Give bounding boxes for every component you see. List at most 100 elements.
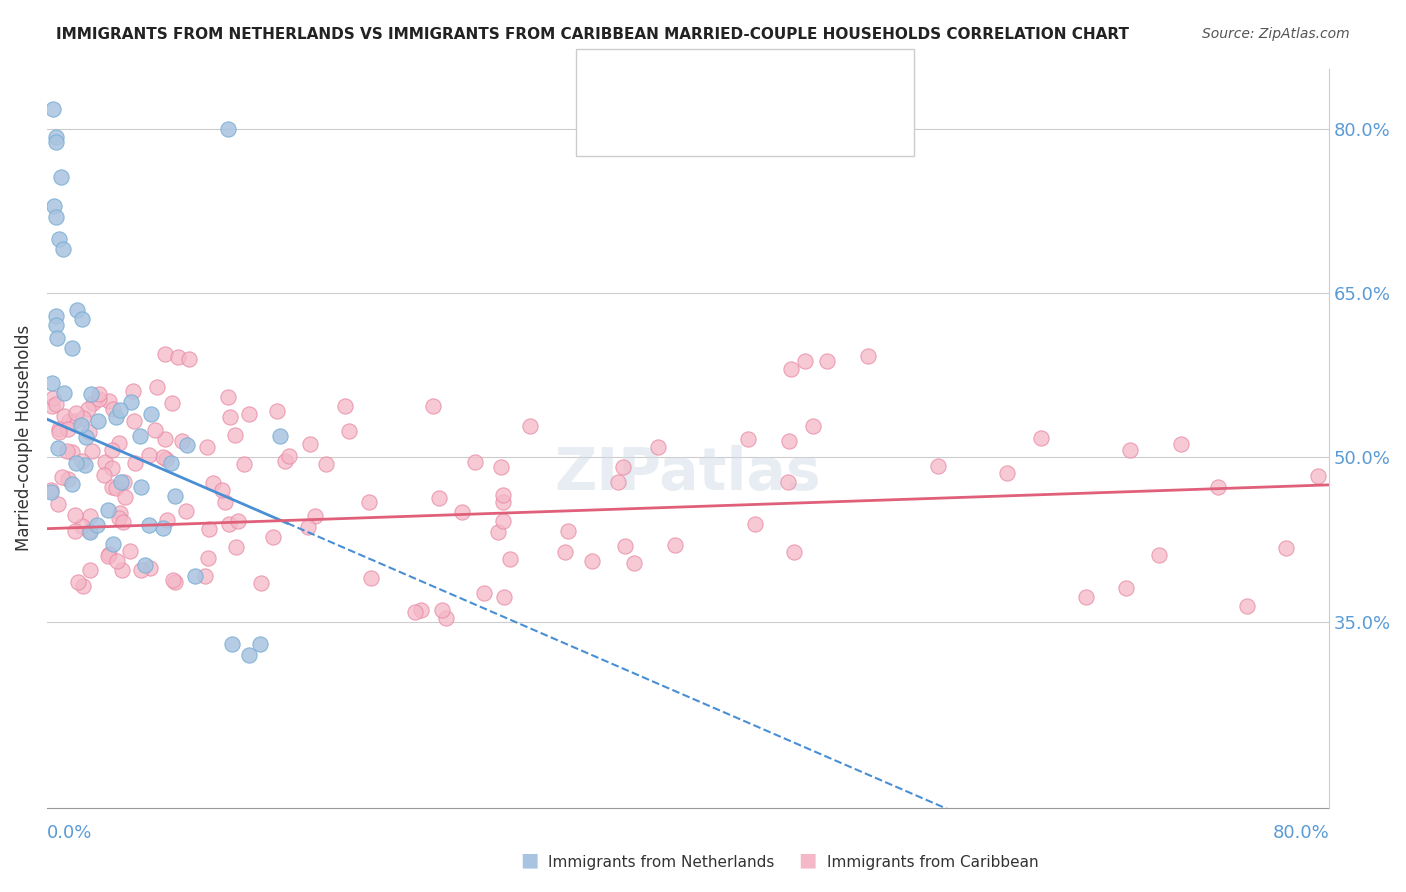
Point <box>72 411 94 425</box>
Point <box>46 441 69 455</box>
Text: 80.0%: 80.0% <box>1272 824 1329 842</box>
Point <box>45 135 67 149</box>
Text: Immigrants from Caribbean: Immigrants from Caribbean <box>827 855 1039 870</box>
Text: ■: ■ <box>605 81 623 100</box>
Point <box>464 455 486 469</box>
Point <box>167 350 190 364</box>
Point <box>79 425 101 439</box>
Text: R =: R = <box>630 81 666 99</box>
Point <box>250 575 273 590</box>
Point <box>409 603 432 617</box>
Point <box>45 210 67 224</box>
Point <box>60 444 83 458</box>
Point <box>60 476 83 491</box>
Point <box>360 571 382 585</box>
Point <box>492 515 515 529</box>
Y-axis label: Married-couple Households: Married-couple Households <box>15 326 32 551</box>
Point <box>97 549 120 563</box>
Point <box>146 380 169 394</box>
Point <box>41 376 63 391</box>
Point <box>174 504 197 518</box>
Text: R =: R = <box>630 112 671 129</box>
Point <box>1206 480 1229 494</box>
Point <box>201 476 224 491</box>
Point <box>107 435 129 450</box>
Point <box>134 558 156 573</box>
Point <box>97 547 120 561</box>
Point <box>211 483 233 498</box>
Point <box>1274 541 1296 555</box>
Point <box>48 422 70 436</box>
Text: -0.142: -0.142 <box>666 81 720 99</box>
Point <box>111 516 134 530</box>
Point <box>782 544 804 558</box>
Point <box>41 399 63 413</box>
Point <box>450 506 472 520</box>
Point <box>221 637 243 651</box>
Point <box>194 569 217 583</box>
Point <box>87 392 110 406</box>
Point <box>801 419 824 434</box>
Point <box>232 458 254 472</box>
Point <box>53 409 76 423</box>
Point <box>262 530 284 544</box>
Point <box>45 331 67 345</box>
Point <box>238 407 260 421</box>
Point <box>56 422 79 436</box>
Point <box>39 485 62 500</box>
Point <box>486 525 509 540</box>
Point <box>1170 437 1192 451</box>
Point <box>79 508 101 523</box>
Point <box>778 434 800 448</box>
Point <box>160 456 183 470</box>
Text: 0.0%: 0.0% <box>46 824 93 842</box>
Point <box>120 395 142 409</box>
Point <box>927 458 949 473</box>
Point <box>66 303 89 318</box>
Point <box>39 483 62 497</box>
Point <box>298 437 321 451</box>
Point <box>1074 590 1097 604</box>
Point <box>664 538 686 552</box>
Text: 48: 48 <box>768 81 789 99</box>
Point <box>139 407 162 421</box>
Point <box>315 457 337 471</box>
Point <box>129 480 152 494</box>
Point <box>214 495 236 509</box>
Point <box>224 428 246 442</box>
Point <box>489 459 512 474</box>
Point <box>153 347 176 361</box>
Point <box>614 539 637 553</box>
Point <box>737 432 759 446</box>
Point <box>65 456 87 470</box>
Point <box>269 428 291 442</box>
Point <box>45 397 67 411</box>
Point <box>337 424 360 438</box>
Point <box>45 318 67 332</box>
Point <box>744 517 766 532</box>
Point <box>101 401 124 416</box>
Point <box>152 450 174 464</box>
Point <box>79 563 101 577</box>
Point <box>176 438 198 452</box>
Point <box>219 409 242 424</box>
Point <box>101 460 124 475</box>
Point <box>96 503 118 517</box>
Point <box>70 519 93 533</box>
Point <box>160 396 183 410</box>
Point <box>623 556 645 570</box>
Point <box>77 401 100 416</box>
Point <box>77 524 100 538</box>
Point <box>581 554 603 568</box>
Point <box>1119 443 1142 458</box>
Point <box>218 516 240 531</box>
Point <box>195 440 218 454</box>
Point <box>49 169 72 184</box>
Point <box>163 489 186 503</box>
Point <box>472 585 495 599</box>
Point <box>79 525 101 540</box>
Point <box>184 569 207 583</box>
Point <box>86 517 108 532</box>
Point <box>1236 599 1258 614</box>
Point <box>48 498 70 512</box>
